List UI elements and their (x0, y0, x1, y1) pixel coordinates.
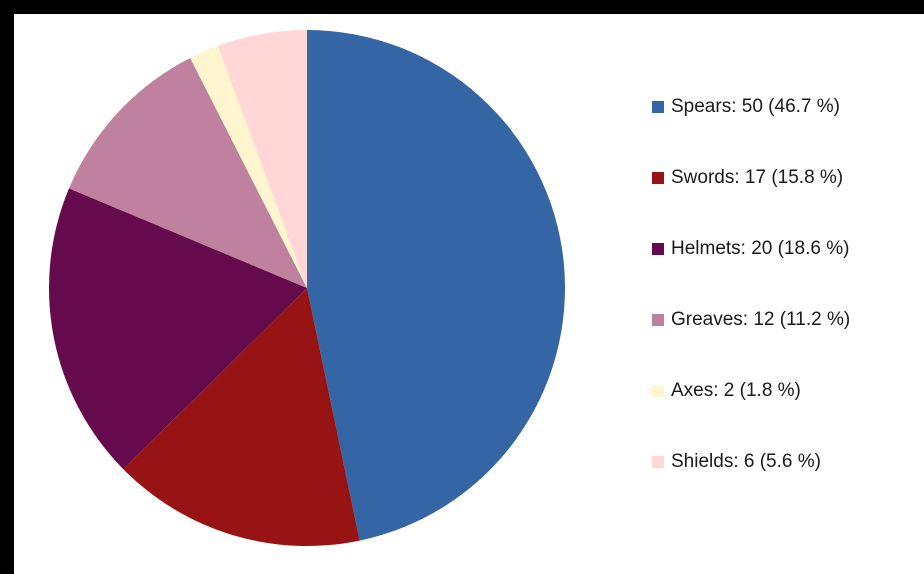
legend-swatch-axes (652, 385, 664, 397)
legend-item-axes: Axes: 2 (1.8 %) (652, 379, 801, 403)
legend-item-greaves: Greaves: 12 (11.2 %) (652, 308, 850, 332)
legend-label-spears: Spears: 50 (46.7 %) (671, 96, 840, 117)
legend-item-helmets: Helmets: 20 (18.6 %) (652, 237, 849, 261)
legend-label-axes: Axes: 2 (1.8 %) (671, 380, 801, 401)
legend-swatch-swords (652, 172, 664, 184)
pie-slice-swords (123, 288, 360, 546)
pie-slice-spears (307, 30, 565, 541)
legend-label-helmets: Helmets: 20 (18.6 %) (671, 238, 850, 259)
legend-swatch-helmets (652, 243, 664, 255)
legend-swatch-spears (652, 101, 664, 113)
pie-slice-helmets (48, 188, 307, 470)
legend-label-swords: Swords: 17 (15.8 %) (671, 167, 844, 188)
legend-swatch-greaves (652, 314, 664, 326)
legend-item-spears: Spears: 50 (46.7 %) (652, 95, 840, 119)
pie-slice-greaves (69, 57, 307, 289)
legend-item-swords: Swords: 17 (15.8 %) (652, 166, 843, 190)
pie-slice-shields (217, 30, 307, 288)
pie-slice-axes (190, 45, 307, 288)
legend-item-shields: Shields: 6 (5.6 %) (652, 450, 821, 474)
legend-swatch-shields (652, 456, 664, 468)
legend-label-greaves: Greaves: 12 (11.2 %) (671, 309, 851, 330)
legend-label-shields: Shields: 6 (5.6 %) (671, 451, 821, 472)
